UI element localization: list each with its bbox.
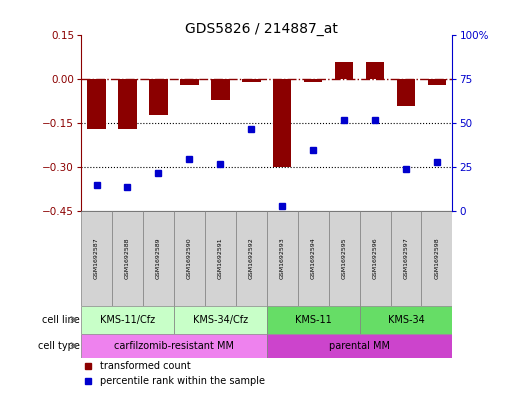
Bar: [81, 211, 112, 305]
Text: transformed count: transformed count: [99, 360, 190, 371]
Bar: [360, 305, 452, 334]
Bar: [242, 79, 260, 82]
Text: KMS-11: KMS-11: [295, 315, 332, 325]
Text: cell type: cell type: [38, 341, 79, 351]
Bar: [81, 334, 267, 358]
Text: GSM1692588: GSM1692588: [125, 238, 130, 279]
Text: GSM1692594: GSM1692594: [311, 237, 316, 279]
Bar: [298, 211, 328, 305]
Text: GSM1692589: GSM1692589: [156, 238, 161, 279]
Bar: [236, 211, 267, 305]
Bar: [328, 211, 360, 305]
Text: GSM1692591: GSM1692591: [218, 238, 223, 279]
Bar: [267, 334, 452, 358]
Bar: [112, 211, 143, 305]
Bar: [149, 79, 168, 114]
Bar: [366, 62, 384, 79]
Bar: [273, 79, 291, 167]
Bar: [304, 79, 322, 82]
Text: cell line: cell line: [42, 315, 79, 325]
Text: KMS-11/Cfz: KMS-11/Cfz: [100, 315, 155, 325]
Text: carfilzomib-resistant MM: carfilzomib-resistant MM: [114, 341, 234, 351]
Text: percentile rank within the sample: percentile rank within the sample: [99, 376, 265, 386]
Text: GDS5826 / 214887_at: GDS5826 / 214887_at: [185, 22, 338, 36]
Bar: [180, 79, 199, 85]
Bar: [391, 211, 422, 305]
Text: GSM1692597: GSM1692597: [403, 237, 408, 279]
Text: GSM1692587: GSM1692587: [94, 238, 99, 279]
Text: KMS-34/Cfz: KMS-34/Cfz: [193, 315, 248, 325]
Bar: [174, 305, 267, 334]
Bar: [267, 305, 360, 334]
Bar: [396, 79, 415, 106]
Bar: [422, 211, 452, 305]
Text: GSM1692596: GSM1692596: [372, 238, 378, 279]
Bar: [360, 211, 391, 305]
Bar: [267, 211, 298, 305]
Text: KMS-34: KMS-34: [388, 315, 424, 325]
Bar: [118, 79, 137, 129]
Bar: [81, 305, 174, 334]
Text: GSM1692592: GSM1692592: [249, 237, 254, 279]
Bar: [428, 79, 446, 85]
Bar: [143, 211, 174, 305]
Text: GSM1692598: GSM1692598: [435, 238, 439, 279]
Text: GSM1692595: GSM1692595: [342, 238, 347, 279]
Bar: [87, 79, 106, 129]
Bar: [205, 211, 236, 305]
Text: GSM1692590: GSM1692590: [187, 238, 192, 279]
Bar: [335, 62, 354, 79]
Bar: [174, 211, 205, 305]
Text: parental MM: parental MM: [329, 341, 390, 351]
Text: GSM1692593: GSM1692593: [280, 237, 285, 279]
Bar: [211, 79, 230, 100]
